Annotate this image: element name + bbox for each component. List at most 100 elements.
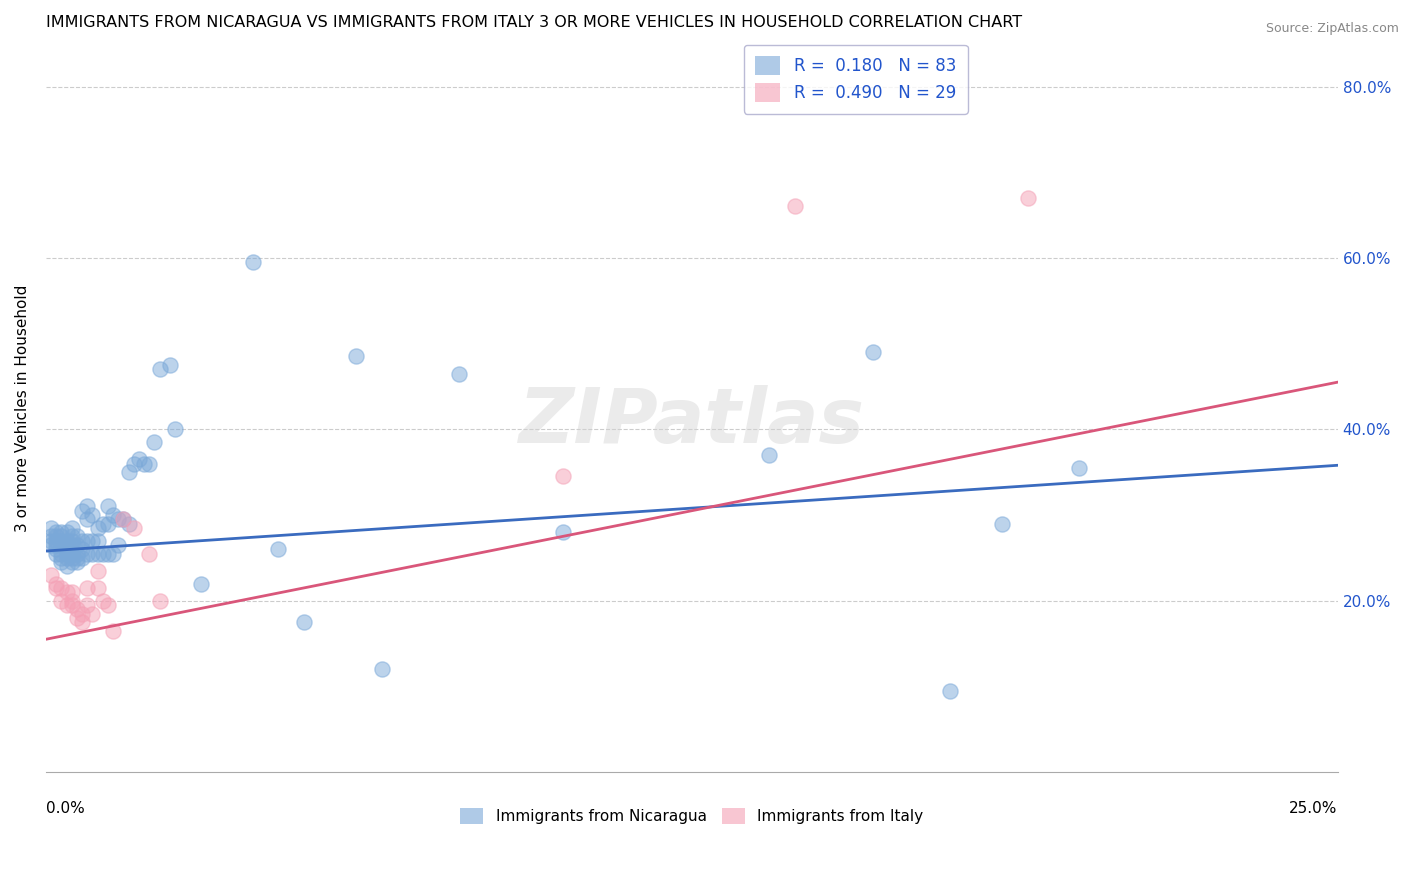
Point bbox=[1069, 461, 1091, 475]
Point bbox=[785, 199, 807, 213]
Point bbox=[70, 533, 93, 548]
Point bbox=[39, 533, 62, 548]
Point bbox=[45, 542, 67, 557]
Point bbox=[91, 547, 114, 561]
Point bbox=[55, 538, 77, 552]
Point bbox=[39, 521, 62, 535]
Point bbox=[66, 550, 89, 565]
Point bbox=[55, 559, 77, 574]
Point bbox=[70, 607, 93, 621]
Point bbox=[138, 457, 160, 471]
Point bbox=[86, 581, 108, 595]
Point bbox=[551, 525, 574, 540]
Point bbox=[66, 538, 89, 552]
Point bbox=[112, 512, 135, 526]
Point bbox=[76, 581, 98, 595]
Point bbox=[939, 683, 962, 698]
Point bbox=[55, 533, 77, 548]
Point bbox=[66, 602, 89, 616]
Text: ZIPatlas: ZIPatlas bbox=[519, 385, 865, 459]
Point bbox=[344, 350, 367, 364]
Point bbox=[51, 547, 73, 561]
Point bbox=[60, 533, 83, 548]
Point bbox=[165, 422, 187, 436]
Point bbox=[91, 516, 114, 531]
Point bbox=[70, 504, 93, 518]
Text: Source: ZipAtlas.com: Source: ZipAtlas.com bbox=[1265, 22, 1399, 36]
Point bbox=[97, 516, 120, 531]
Point bbox=[143, 435, 166, 450]
Point bbox=[149, 593, 172, 607]
Point bbox=[242, 255, 264, 269]
Point bbox=[122, 521, 145, 535]
Point bbox=[66, 555, 89, 569]
Point bbox=[45, 525, 67, 540]
Point bbox=[86, 564, 108, 578]
Point bbox=[82, 547, 104, 561]
Point bbox=[66, 529, 89, 543]
Legend: R =  0.180   N = 83, R =  0.490   N = 29: R = 0.180 N = 83, R = 0.490 N = 29 bbox=[744, 45, 967, 113]
Point bbox=[149, 362, 172, 376]
Point bbox=[190, 576, 212, 591]
Point bbox=[60, 547, 83, 561]
Point bbox=[60, 598, 83, 612]
Point bbox=[39, 538, 62, 552]
Point bbox=[55, 550, 77, 565]
Point bbox=[1017, 191, 1039, 205]
Point bbox=[86, 547, 108, 561]
Point bbox=[39, 568, 62, 582]
Point bbox=[76, 512, 98, 526]
Point bbox=[45, 533, 67, 548]
Point bbox=[76, 598, 98, 612]
Point bbox=[51, 538, 73, 552]
Text: 25.0%: 25.0% bbox=[1289, 801, 1337, 816]
Point bbox=[70, 542, 93, 557]
Point bbox=[55, 542, 77, 557]
Point bbox=[45, 538, 67, 552]
Point bbox=[101, 547, 124, 561]
Point bbox=[82, 533, 104, 548]
Point bbox=[45, 576, 67, 591]
Point bbox=[76, 500, 98, 514]
Point bbox=[134, 457, 156, 471]
Point bbox=[86, 521, 108, 535]
Point bbox=[60, 593, 83, 607]
Point bbox=[60, 538, 83, 552]
Point bbox=[371, 662, 394, 676]
Point bbox=[91, 593, 114, 607]
Point bbox=[97, 598, 120, 612]
Point bbox=[76, 533, 98, 548]
Point bbox=[70, 615, 93, 629]
Point bbox=[51, 550, 73, 565]
Point bbox=[107, 512, 129, 526]
Point bbox=[45, 529, 67, 543]
Point bbox=[60, 585, 83, 599]
Point bbox=[60, 521, 83, 535]
Point bbox=[551, 469, 574, 483]
Point bbox=[107, 538, 129, 552]
Point bbox=[51, 555, 73, 569]
Point bbox=[51, 529, 73, 543]
Point bbox=[991, 516, 1014, 531]
Point bbox=[51, 581, 73, 595]
Point bbox=[82, 508, 104, 522]
Point bbox=[60, 555, 83, 569]
Point bbox=[86, 533, 108, 548]
Point bbox=[51, 593, 73, 607]
Point bbox=[449, 367, 471, 381]
Point bbox=[758, 448, 780, 462]
Point bbox=[128, 452, 150, 467]
Point bbox=[117, 465, 139, 479]
Point bbox=[138, 547, 160, 561]
Point bbox=[101, 508, 124, 522]
Text: 0.0%: 0.0% bbox=[46, 801, 84, 816]
Point bbox=[60, 529, 83, 543]
Point bbox=[862, 345, 884, 359]
Point bbox=[267, 542, 290, 557]
Point bbox=[66, 547, 89, 561]
Point bbox=[39, 529, 62, 543]
Point bbox=[101, 624, 124, 638]
Point bbox=[70, 550, 93, 565]
Point bbox=[55, 598, 77, 612]
Point bbox=[112, 512, 135, 526]
